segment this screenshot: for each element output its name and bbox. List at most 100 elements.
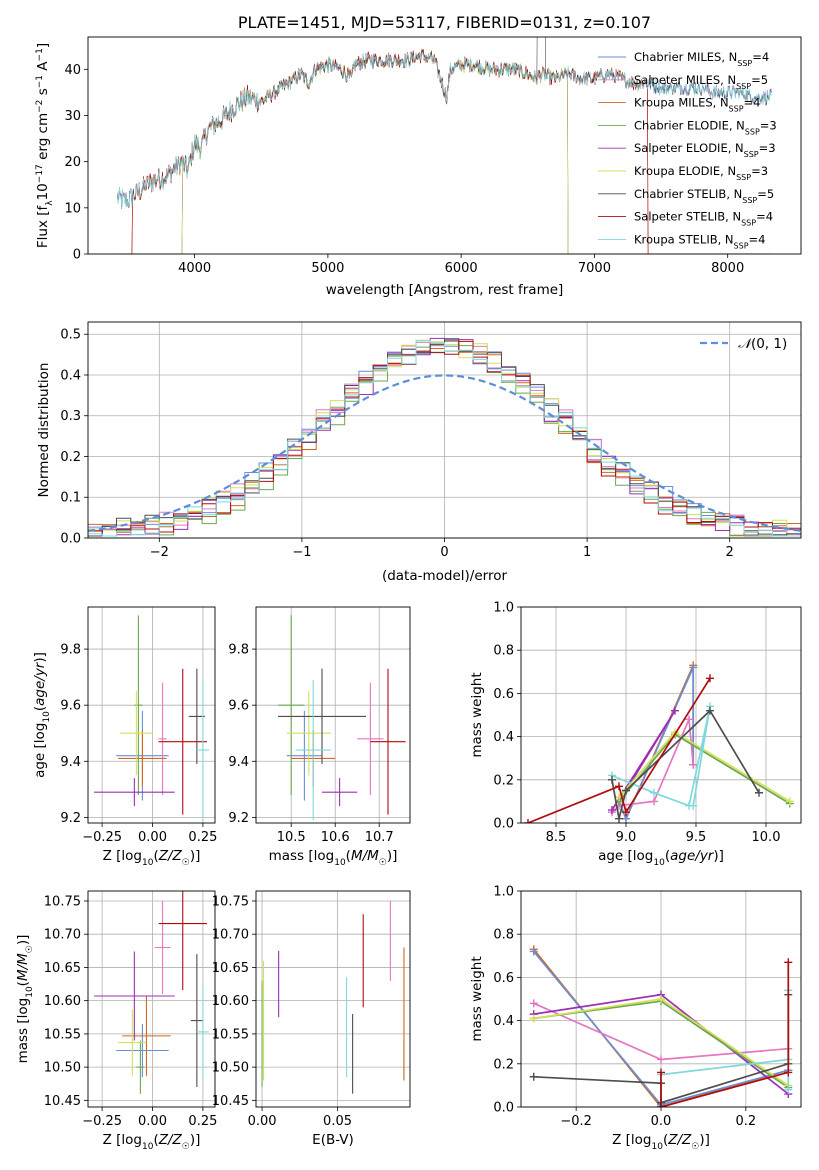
z_vs_mass-ytick-label: 10.55 bbox=[44, 1027, 81, 1042]
spectrum-xtick-label: 5000 bbox=[311, 261, 344, 276]
ebv-xlabel: E(B-V) bbox=[312, 1132, 354, 1148]
ylabel-part: log bbox=[15, 998, 31, 1019]
legend-text: Kroupa STELIB, N bbox=[634, 232, 734, 246]
residuals-ytick-label: 0.3 bbox=[60, 409, 81, 424]
legend-label-kroupa_elodie: Kroupa ELODIE, NSSP=3 bbox=[634, 164, 768, 182]
legend-text: Salpeter MILES, N bbox=[634, 73, 736, 87]
z_weights-ytick-label: 1.0 bbox=[493, 885, 514, 900]
legend-sub: SSP bbox=[736, 173, 751, 182]
legend-sub: SSP bbox=[744, 150, 759, 159]
legend-label-salpeter_stelib: Salpeter STELIB, NSSP=4 bbox=[634, 210, 773, 228]
z_weights-ylabel: mass weight bbox=[469, 956, 485, 1041]
legend-val: =4 bbox=[752, 50, 769, 64]
mass_vs_age-ytick-label: 9.8 bbox=[228, 643, 249, 658]
age_weights-ytick-label: 0.4 bbox=[493, 730, 514, 745]
legend-text: Kroupa MILES, N bbox=[634, 96, 729, 110]
z_vs_mass-xtick-label: 0.00 bbox=[138, 1114, 167, 1129]
age_weights-marker-chabrier_miles bbox=[689, 663, 698, 672]
spectrum-xtick-label: 8000 bbox=[711, 261, 744, 276]
spectrum-ytick-label: 20 bbox=[64, 155, 81, 170]
ylabel-part: )] bbox=[15, 935, 31, 946]
z_vs_mass-ytick-label: 10.60 bbox=[44, 994, 81, 1009]
legend-val: =3 bbox=[751, 164, 768, 178]
legend-val: =4 bbox=[756, 210, 773, 224]
z_weights-xtick-label: 0.2 bbox=[736, 1114, 757, 1129]
legend-N: 𝒩 bbox=[738, 336, 755, 352]
residuals-ytick-label: 0.5 bbox=[60, 328, 81, 343]
mass_vs_age-points bbox=[278, 615, 406, 821]
residuals-frame bbox=[87, 321, 802, 539]
xlabel-part: )] bbox=[387, 848, 398, 864]
age_weights-xtick-label: 8.5 bbox=[546, 830, 567, 845]
legend-sub: SSP bbox=[741, 218, 756, 227]
z_weights-ytick-label: 0.0 bbox=[493, 1101, 514, 1116]
legend-text: Salpeter ELODIE, N bbox=[634, 141, 744, 155]
xlabel-part: ( bbox=[153, 848, 158, 864]
z_vs_age-xlabel: Z [log10(Z/Z☉)] bbox=[103, 848, 201, 868]
age_weights-marker-salpeter_stelib bbox=[706, 674, 714, 683]
ebv_vs_mass-xtick-label: 0.05 bbox=[323, 1114, 352, 1129]
legend-sub: SSP bbox=[742, 195, 757, 204]
xlabel-part: ( bbox=[346, 848, 351, 864]
spectrum-xtick-label: 6000 bbox=[445, 261, 478, 276]
spectrum-ylabel: Flux [fλ10−17 erg cm−2 s−1 A−1] bbox=[35, 43, 55, 248]
legend-text: Chabrier STELIB, N bbox=[634, 187, 742, 201]
spectrum-ytick-label: 30 bbox=[64, 109, 81, 124]
residuals-panel: −2 −1 0 1 2 0.0 0.1 0.2 0.3 0.4 0.5 (data-model)/er… bbox=[36, 321, 802, 584]
residual-lines bbox=[88, 337, 801, 537]
residuals-xtick-label: 2 bbox=[726, 545, 734, 560]
spectrum-xtick-label: 4000 bbox=[178, 261, 211, 276]
residuals-xtick-label: 0 bbox=[440, 545, 448, 560]
ylabel-part: log bbox=[32, 723, 48, 744]
residuals-ytick-label: 0.4 bbox=[60, 368, 81, 383]
xlabel-part: )] bbox=[190, 1132, 201, 1148]
z_vs_mass-ytick-label: 10.65 bbox=[44, 961, 81, 976]
ebv_vs_mass-points bbox=[261, 900, 405, 1094]
residual-hist-chabrier_stelib bbox=[88, 338, 801, 537]
xlabel-part: age/yr bbox=[670, 848, 715, 864]
age_weights-line-salpeter_stelib bbox=[527, 677, 711, 823]
z_vs_mass-ytick-label: 10.45 bbox=[44, 1094, 81, 1109]
legend-label-chabrier_miles: Chabrier MILES, NSSP=4 bbox=[634, 50, 769, 68]
z_weights-marker-kroupa_elodie bbox=[657, 995, 665, 1003]
ebv_vs_mass-ytick-label: 10.55 bbox=[212, 1027, 249, 1042]
xlabel-part: 10 bbox=[652, 1142, 664, 1152]
spectrum-panel: 4000 5000 6000 7000 8000 0 10 20 30 40 PLATE=1451,… bbox=[35, 13, 802, 298]
age_weights-panel: 8.5 9.0 9.5 10.0 0.0 0.2 0.4 0.6 0.8 1.0 mass weig… bbox=[469, 601, 802, 868]
z_weights-marker-kroupa_elodie bbox=[529, 1014, 538, 1023]
ylabel-part: ( bbox=[15, 981, 31, 986]
xlabel-part: Z/Z bbox=[158, 1132, 183, 1148]
legend-label-chabrier_elodie: Chabrier ELODIE, NSSP=3 bbox=[634, 118, 777, 136]
age_weights-ytick-label: 0.2 bbox=[493, 773, 514, 788]
mass_vs_age-frame bbox=[255, 606, 411, 824]
z_weights-marker-chabrier_stelib bbox=[529, 1072, 538, 1081]
ylabel-part: 10 bbox=[35, 183, 51, 200]
ylabel-part: erg cm bbox=[35, 113, 51, 164]
age_weights-marker-kroupa_stelib bbox=[689, 801, 698, 810]
residual-hist-salpeter_stelib bbox=[88, 340, 801, 537]
legend-label-salpeter_elodie: Salpeter ELODIE, NSSP=3 bbox=[634, 141, 776, 159]
xlabel-part: M/M bbox=[351, 848, 379, 864]
ylabel-part: M/M bbox=[15, 953, 31, 981]
ebv_vs_mass-frame bbox=[255, 890, 411, 1108]
z_weights-ytick-label: 0.4 bbox=[493, 1014, 514, 1029]
z_weights-marker-salpeter_stelib bbox=[657, 1103, 665, 1107]
legend-label-kroupa_stelib: Kroupa STELIB, NSSP=4 bbox=[634, 232, 765, 250]
legend-text: Chabrier MILES, N bbox=[634, 50, 737, 64]
legend-val: =3 bbox=[760, 118, 777, 132]
xlabel-part: 10 bbox=[653, 858, 665, 868]
legend-val: =5 bbox=[757, 187, 774, 201]
ylabel-part: −1 bbox=[35, 48, 45, 61]
mass_vs_age-xtick-label: 10.7 bbox=[365, 830, 394, 845]
ylabel-part: s bbox=[35, 88, 51, 99]
age_weights-ytick-label: 0.6 bbox=[493, 687, 514, 702]
z_weights-marker-salpeter_stelib bbox=[657, 1068, 665, 1077]
legend-text: Salpeter STELIB, N bbox=[634, 210, 741, 224]
age_weights-marker-kroupa_stelib bbox=[650, 788, 658, 797]
xlabel-part: ☉ bbox=[691, 1142, 699, 1152]
xlabel-part: ( bbox=[663, 1132, 668, 1148]
legend-sub: SSP bbox=[729, 104, 744, 113]
spectrum-ytick-label: 0 bbox=[73, 248, 81, 263]
mass_vs_age-xlabel: mass [log10(M/M☉)] bbox=[269, 848, 398, 868]
